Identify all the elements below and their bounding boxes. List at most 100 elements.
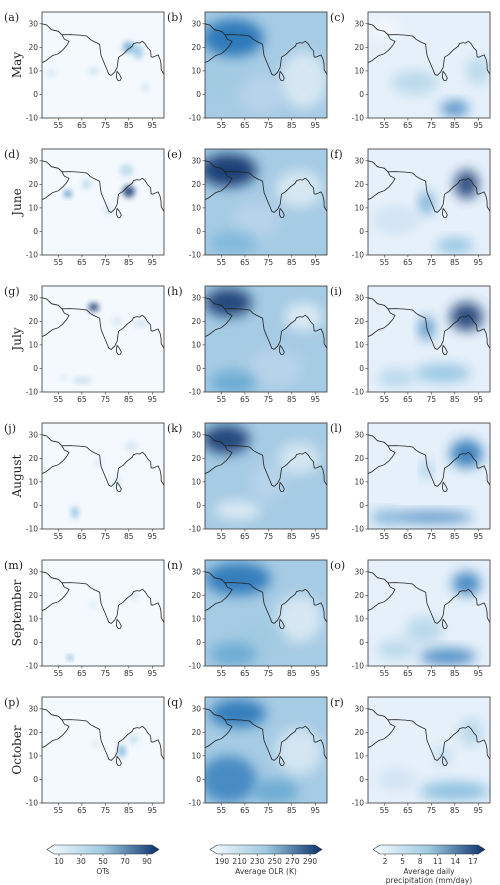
- y-tick-label: 10: [191, 477, 201, 486]
- x-tick-label: 85: [287, 532, 297, 541]
- field-blob: [275, 727, 323, 775]
- x-tick-label: 85: [124, 258, 134, 267]
- y-tick-label: 20: [28, 317, 38, 326]
- y-tick-label: -10: [189, 525, 201, 534]
- panel-frame: [367, 559, 491, 667]
- y-tick-label: 0: [196, 638, 201, 647]
- x-tick-label: 95: [473, 121, 483, 130]
- colorbar-gradient: [372, 844, 486, 855]
- y-tick-label: 30: [354, 156, 364, 165]
- arabia-coastline: [368, 571, 396, 611]
- y-tick-label: 30: [28, 704, 38, 713]
- y-tick-label: -10: [189, 799, 201, 808]
- field-blob: [280, 52, 327, 109]
- field-blob: [209, 370, 257, 392]
- field-blob: [118, 745, 126, 758]
- x-tick-label: 65: [403, 532, 413, 541]
- y-tick-label: 10: [354, 66, 364, 75]
- field-blob: [58, 375, 68, 381]
- y-tick-label: 30: [354, 293, 364, 302]
- panel-letter: (l): [330, 422, 342, 435]
- colorbar-label: OTs: [96, 867, 109, 876]
- x-tick-label: 95: [473, 669, 483, 678]
- x-tick-label: 55: [54, 395, 64, 404]
- x-tick-label: 55: [380, 395, 390, 404]
- field-blob: [124, 441, 139, 452]
- map-panel-olr: (n) 55 65 75 85 95 30 20 10 0 -10: [167, 559, 328, 678]
- y-tick-label: 20: [191, 454, 201, 463]
- map-panel-olr: (e) 55 65 75 85 95 30 20 10 0 -10: [167, 148, 328, 267]
- sri-lanka-coastline: [442, 70, 448, 81]
- arabia-coastline: [205, 434, 233, 474]
- y-tick-label: -10: [352, 251, 364, 260]
- y-tick-label: 30: [28, 156, 38, 165]
- field-blob: [205, 755, 257, 803]
- x-tick-label: 75: [427, 532, 437, 541]
- india-coastline: [224, 171, 327, 213]
- x-tick-label: 75: [264, 532, 274, 541]
- y-tick-label: -10: [26, 114, 38, 123]
- y-tick-label: -10: [352, 799, 364, 808]
- y-tick-label: 0: [196, 227, 201, 236]
- field-blob: [133, 318, 148, 329]
- field-blob: [452, 571, 481, 596]
- x-tick-label: 95: [473, 806, 483, 815]
- y-tick-label: -10: [189, 114, 201, 123]
- colorbar-tick-label: 17: [468, 857, 478, 866]
- y-tick-label: 30: [191, 704, 201, 713]
- india-coastline: [61, 582, 164, 624]
- field-blob: [372, 205, 420, 234]
- x-tick-label: 75: [427, 669, 437, 678]
- y-tick-label: 20: [354, 180, 364, 189]
- y-tick-label: 10: [191, 66, 201, 75]
- x-tick-label: 55: [380, 121, 390, 130]
- field-blob: [88, 302, 99, 312]
- map-panel-pr: (f) 55 65 75 85 95 30 20 10 0 -10: [330, 148, 491, 267]
- colorbar-tick-label: 30: [76, 857, 86, 866]
- colorbar-tick-label: 90: [142, 857, 152, 866]
- india-coastline: [387, 34, 490, 76]
- map-panel-ot: (a) 55 65 75 85 95 30 20 10 0 -10 May: [4, 11, 165, 130]
- arabia-coastline: [42, 571, 70, 611]
- panel-frame: [204, 148, 328, 256]
- map-panel-ot: (j) 55 65 75 85 95 30 20 10 0 -10 August: [4, 422, 165, 541]
- y-tick-label: 10: [354, 614, 364, 623]
- y-tick-label: 30: [191, 156, 201, 165]
- arabia-coastline: [368, 23, 396, 63]
- x-tick-label: 75: [101, 258, 111, 267]
- y-tick-label: 10: [191, 751, 201, 760]
- sri-lanka-coastline: [116, 755, 122, 766]
- x-tick-label: 75: [427, 806, 437, 815]
- india-coastline: [387, 171, 490, 213]
- india-coastline: [61, 445, 164, 487]
- y-tick-label: 10: [191, 203, 201, 212]
- x-tick-label: 85: [450, 669, 460, 678]
- map-panel-pr: (o) 55 65 75 85 95 30 20 10 0 -10: [330, 559, 491, 678]
- colorbar-tick-label: 50: [98, 857, 108, 866]
- arabia-coastline: [205, 160, 233, 200]
- field-blob: [247, 349, 304, 388]
- panel-letter: (p): [4, 696, 20, 709]
- y-tick-label: 30: [354, 430, 364, 439]
- sri-lanka-coastline: [116, 70, 122, 81]
- map-panel-pr: (l) 55 65 75 85 95 30 20 10 0 -10: [330, 422, 491, 541]
- field-blob: [119, 164, 134, 177]
- month-label: June: [10, 188, 24, 217]
- colorbar-label: Average daily: [403, 867, 455, 876]
- field-blob: [205, 288, 252, 317]
- field-blob: [92, 740, 100, 748]
- y-tick-label: 0: [359, 501, 364, 510]
- y-tick-label: 0: [196, 775, 201, 784]
- field-blob: [370, 510, 399, 525]
- x-tick-label: 85: [124, 669, 134, 678]
- y-tick-label: 10: [28, 751, 38, 760]
- x-tick-label: 95: [310, 121, 320, 130]
- field-blob: [122, 185, 135, 198]
- sri-lanka-coastline: [116, 207, 122, 218]
- colorbar-tick-label: 14: [451, 857, 461, 866]
- y-tick-label: 20: [28, 591, 38, 600]
- x-tick-label: 65: [403, 121, 413, 130]
- field-blob: [436, 238, 474, 253]
- y-tick-label: 20: [354, 454, 364, 463]
- x-tick-label: 65: [240, 806, 250, 815]
